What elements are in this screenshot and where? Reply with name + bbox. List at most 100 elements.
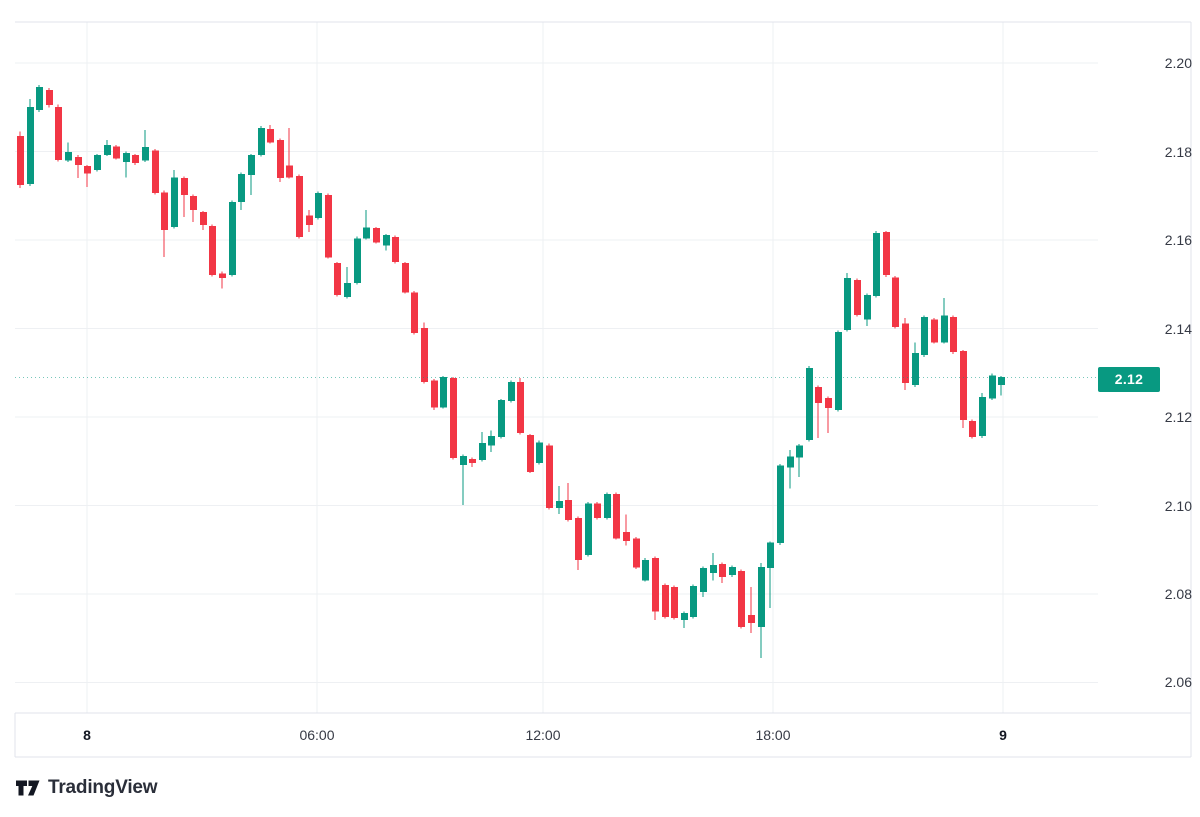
last-price-badge: 2.12 [1098,367,1160,392]
candle-body [123,152,130,163]
candle-body [508,382,515,402]
candle-body [623,532,630,541]
tradingview-attribution-link[interactable]: TradingView [16,776,158,800]
price-tick-label: 2.12 [1164,409,1192,426]
candle-body [488,436,495,446]
candle-body [806,367,813,441]
candle-body [498,400,505,437]
candle-body [662,585,669,618]
candle-body [604,494,611,518]
candle-body [969,421,976,437]
candle-body [912,352,919,386]
candle-body [517,382,524,433]
candle-body [575,517,582,560]
tradingview-logo-text: TradingView [48,777,158,798]
price-tick-label: 2.14 [1164,320,1192,337]
candle-body [286,165,293,178]
candle-body [296,175,303,237]
candle-body [219,273,226,279]
price-tick-label: 2.10 [1164,497,1192,514]
time-tick-label: 9 [999,727,1007,743]
candle-body [585,503,592,556]
candle-body [315,193,322,218]
candle-body [652,558,659,612]
candle-body [931,319,938,343]
candle-body [883,232,890,276]
candle-body [248,155,255,176]
candle-body [75,156,82,165]
candle-body [161,192,168,230]
candle-body [344,283,351,298]
candle-body [258,128,265,156]
candle-body [334,263,341,295]
candle-body [546,445,553,509]
candle-body [200,212,207,226]
price-tick-label: 2.20 [1164,55,1192,72]
candle-body [209,225,216,276]
candle-body [383,235,390,246]
candle-body [844,278,851,330]
candle-body [796,445,803,458]
candle-body [171,177,178,227]
candle-body [84,166,91,174]
candle-body [710,564,717,574]
time-tick-label: 12:00 [525,727,561,743]
time-tick-label: 18:00 [755,727,791,743]
candle-body [681,613,688,621]
candle-body [238,174,245,203]
candle-body [921,317,928,356]
candle-body [36,87,43,111]
candle-body [27,106,34,184]
candle-body [825,398,832,409]
candle-body [190,195,197,211]
candle-body [902,323,909,383]
candle-body [181,178,188,195]
candle-body [690,586,697,618]
candle-body [450,378,457,459]
candle-body [363,227,370,239]
time-tick-label: 8 [83,727,91,743]
candle-body [354,238,361,284]
candle-body [46,90,53,106]
candle-body [421,328,428,383]
candle-body [460,455,467,465]
candle-body [613,494,620,539]
price-tick-label: 2.08 [1164,585,1192,602]
candle-body [854,279,861,315]
candle-body [469,459,476,464]
candle-body [392,236,399,263]
candle-body [431,380,438,408]
tradingview-logo-icon [16,780,40,795]
candle-body [306,215,313,226]
candle-body [402,263,409,293]
candle-body [941,315,948,343]
price-tick-label: 2.06 [1164,674,1192,691]
candle-body [979,397,986,437]
candle-body [671,586,678,618]
candle-body [787,456,794,468]
candle-body [719,563,726,578]
candle-body [277,140,284,179]
candle-body [373,228,380,243]
candle-body [104,144,111,156]
candle-body [767,542,774,568]
candle-body [700,567,707,592]
price-tick-label: 2.16 [1164,232,1192,249]
candle-body [229,202,236,276]
candle-body [960,351,967,421]
candle-body [440,377,447,408]
candle-body [633,538,640,568]
time-tick-label: 06:00 [299,727,335,743]
candle-body [989,375,996,399]
candle-body [113,146,120,159]
price-tick-label: 2.18 [1164,143,1192,160]
candle-body [873,233,880,296]
candle-body [132,155,139,164]
candle-body [998,377,1005,386]
candle-body [94,155,101,171]
candle-body [777,465,784,544]
candle-body [17,136,24,186]
candle-body [411,292,418,333]
